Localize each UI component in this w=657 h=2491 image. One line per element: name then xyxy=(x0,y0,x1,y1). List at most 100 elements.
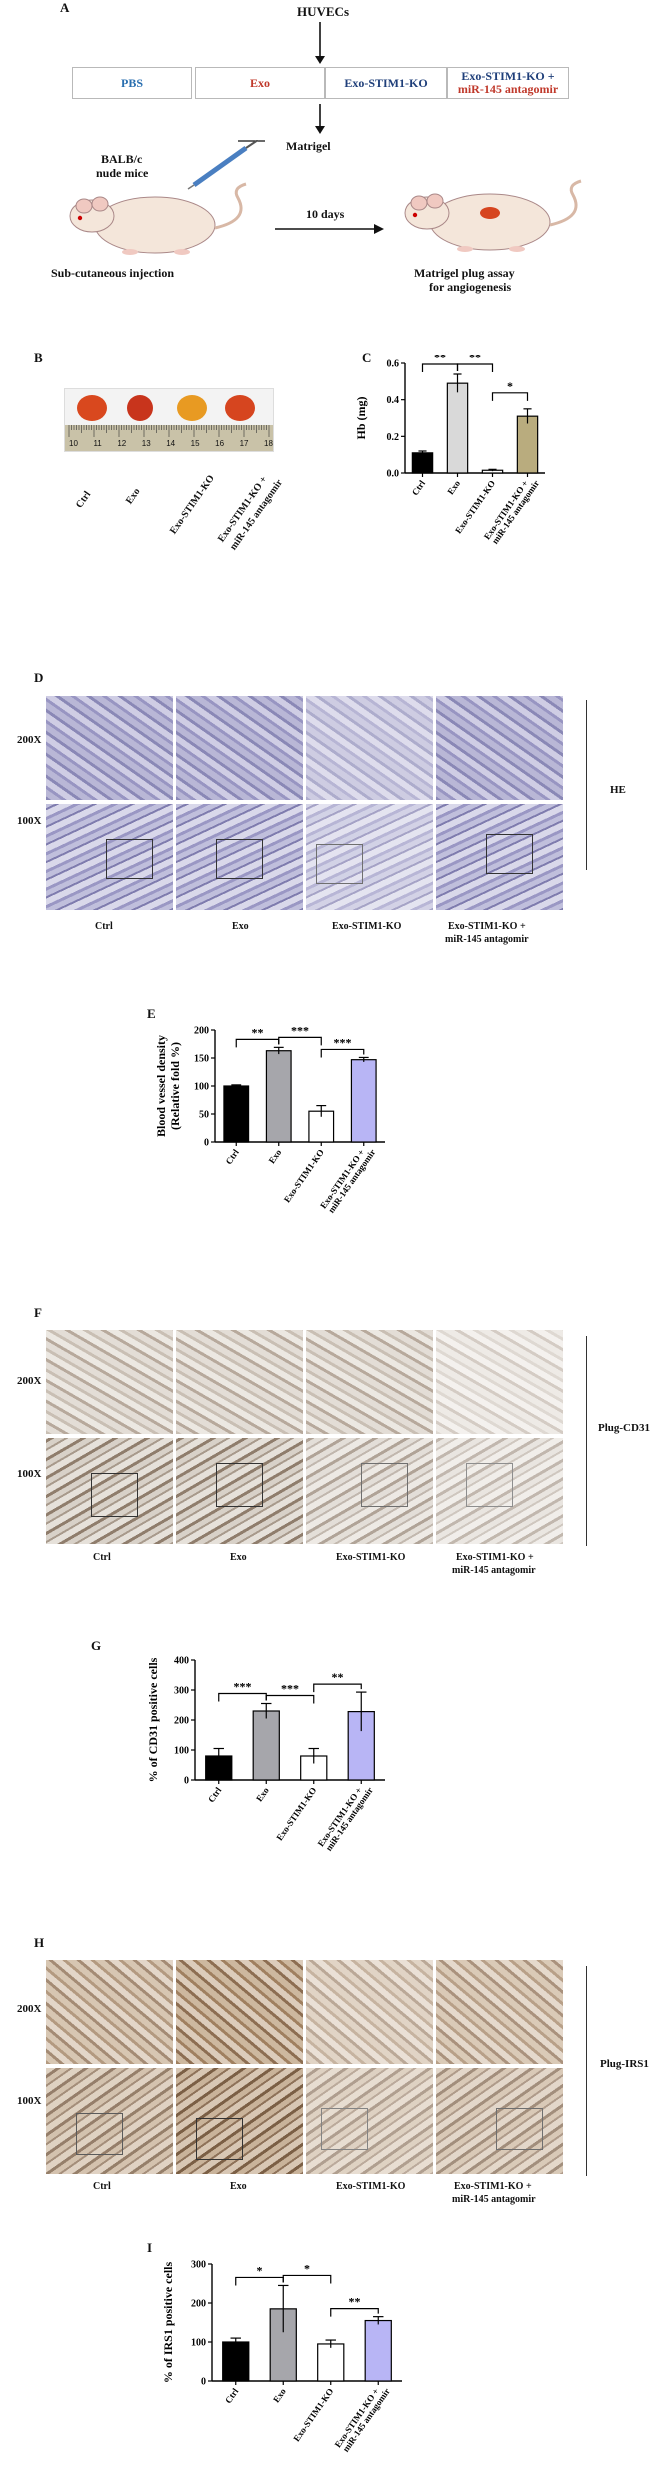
f-side-bar xyxy=(586,1336,587,1546)
panel-d-grid xyxy=(46,696,596,910)
panel-h-grid xyxy=(46,1960,596,2174)
panel-f-grid xyxy=(46,1330,596,1544)
significance-marker: * xyxy=(304,2261,310,2275)
x-tick-label: Ctrl xyxy=(206,1785,224,1804)
d-stain-label: HE xyxy=(610,784,626,796)
x-tick-label: Ctrl xyxy=(224,1147,242,1166)
f-100x-ko xyxy=(306,1438,433,1544)
significance-marker: *** xyxy=(334,1035,352,1049)
significance-marker: ** xyxy=(332,1670,344,1684)
panel-f-letter: F xyxy=(34,1305,42,1320)
b-xlabel-ctrl: Ctrl xyxy=(74,489,94,511)
y-tick-label: 400 xyxy=(174,1656,189,1667)
h-mag-200x: 200X xyxy=(17,2003,42,2015)
d-mag-100x: 100X xyxy=(17,815,42,827)
f-200x-ctrl xyxy=(46,1330,173,1434)
y-tick-label: 100 xyxy=(194,1082,209,1093)
panel-b-letter: B xyxy=(34,350,43,365)
bar xyxy=(223,1085,250,1143)
significance-bracket xyxy=(218,1692,267,1702)
d-label-ctrl: Ctrl xyxy=(95,921,113,932)
bar xyxy=(516,415,539,474)
huvecs-label: HUVECs xyxy=(297,4,350,19)
h-100x-ctrl xyxy=(46,2068,173,2174)
x-tick-label: Exo xyxy=(445,478,462,496)
significance-bracket xyxy=(282,2274,332,2284)
y-tick-label: 50 xyxy=(199,1110,209,1121)
h-100x-antagomir xyxy=(436,2068,563,2174)
f-200x-exo xyxy=(176,1330,303,1434)
ruler-labels: 10 11 12 13 14 15 16 17 18 xyxy=(69,439,273,448)
f-100x-exo xyxy=(176,1438,303,1544)
f-mag-200x: 200X xyxy=(17,1375,42,1387)
significance-bracket xyxy=(456,363,494,372)
h-stain-label: Plug-IRS1 xyxy=(600,2058,649,2070)
mice-label-2: nude mice xyxy=(96,166,149,180)
group-box-exo: Exo xyxy=(195,67,325,99)
h-side-bar xyxy=(586,1966,587,2176)
significance-bracket xyxy=(421,363,459,372)
d-label-antagomir-2: miR-145 antagomir xyxy=(445,934,529,945)
days-label: 10 days xyxy=(306,207,345,221)
f-label-antagomir-2: miR-145 antagomir xyxy=(452,1565,536,1576)
significance-marker: ** xyxy=(434,355,446,364)
panel-i-letter: I xyxy=(147,2240,153,2255)
x-tick-label: Exo-STIM1-KO xyxy=(291,2386,335,2443)
y-tick-label: 100 xyxy=(191,2338,206,2349)
y-tick-label: 0.0 xyxy=(387,469,400,480)
injection-label: Sub-cutaneous injection xyxy=(51,266,175,280)
f-100x-antagomir xyxy=(436,1438,563,1544)
d-200x-exo xyxy=(176,696,303,800)
y-tick-label: 0.6 xyxy=(387,359,400,370)
chart-e: 0 50 100 150 200 Blood vessel density (Relativ… xyxy=(154,1023,385,1215)
x-tick-label: Ctrl xyxy=(223,2386,241,2405)
f-mag-100x: 100X xyxy=(17,1468,42,1480)
y-tick-label: 300 xyxy=(191,2260,206,2271)
d-100x-exo xyxy=(176,804,303,910)
x-tick-label: Exo-STIM1-KO xyxy=(274,1785,318,1842)
significance-marker: * xyxy=(257,2263,263,2277)
x-tick-label: Ctrl xyxy=(410,478,428,497)
h-200x-ctrl xyxy=(46,1960,173,2064)
matrigel-label: Matrigel xyxy=(286,139,331,153)
panel-d-letter: D xyxy=(34,670,44,685)
x-tick-label: Exo-STIM1-KO xyxy=(282,1147,326,1204)
plug-ctrl xyxy=(77,395,107,421)
y-tick-label: 300 xyxy=(174,1686,189,1697)
bar xyxy=(446,382,469,474)
y-axis-label: % of CD31 positive cells xyxy=(146,1657,160,1782)
significance-marker: *** xyxy=(234,1680,252,1694)
plug-photo: 10 11 12 13 14 15 16 17 18 xyxy=(64,388,274,452)
x-tick-label: Exo xyxy=(254,1785,271,1803)
significance-bracket xyxy=(235,1038,280,1048)
d-label-antagomir-1: Exo-STIM1-KO + xyxy=(448,921,526,932)
panel-h-letter: H xyxy=(34,1935,45,1950)
significance-bracket xyxy=(320,1048,365,1058)
group-box-pbs: PBS xyxy=(72,67,192,99)
f-stain-label: Plug-CD31 xyxy=(598,1422,650,1434)
y-tick-label: 0 xyxy=(201,2377,206,2388)
panel-g-letter: G xyxy=(91,1638,102,1653)
mice-label-1: BALB/c xyxy=(101,152,143,166)
h-label-antagomir-2: miR-145 antagomir xyxy=(452,2194,536,2205)
h-200x-ko xyxy=(306,1960,433,2064)
plug-exo xyxy=(127,395,153,421)
h-label-ko: Exo-STIM1-KO xyxy=(336,2181,406,2192)
y-axis-label: % of IRS1 positive cells xyxy=(161,2262,175,2384)
d-label-ko: Exo-STIM1-KO xyxy=(332,921,402,932)
x-tick-label: Exo xyxy=(271,2386,288,2404)
d-label-exo: Exo xyxy=(232,921,249,932)
f-100x-ctrl xyxy=(46,1438,173,1544)
y-tick-label: 0 xyxy=(204,1138,209,1149)
bar xyxy=(317,2343,345,2382)
significance-marker: ** xyxy=(252,1025,264,1039)
y-tick-label: 200 xyxy=(191,2299,206,2310)
h-200x-antagomir xyxy=(436,1960,563,2064)
y-axis-label-2: (Relative fold %) xyxy=(168,1042,182,1130)
f-label-ko: Exo-STIM1-KO xyxy=(336,1552,406,1563)
panel-e-letter: E xyxy=(147,1006,156,1021)
plug-ko xyxy=(177,395,207,421)
significance-bracket xyxy=(278,1036,322,1046)
f-200x-ko xyxy=(306,1330,433,1434)
